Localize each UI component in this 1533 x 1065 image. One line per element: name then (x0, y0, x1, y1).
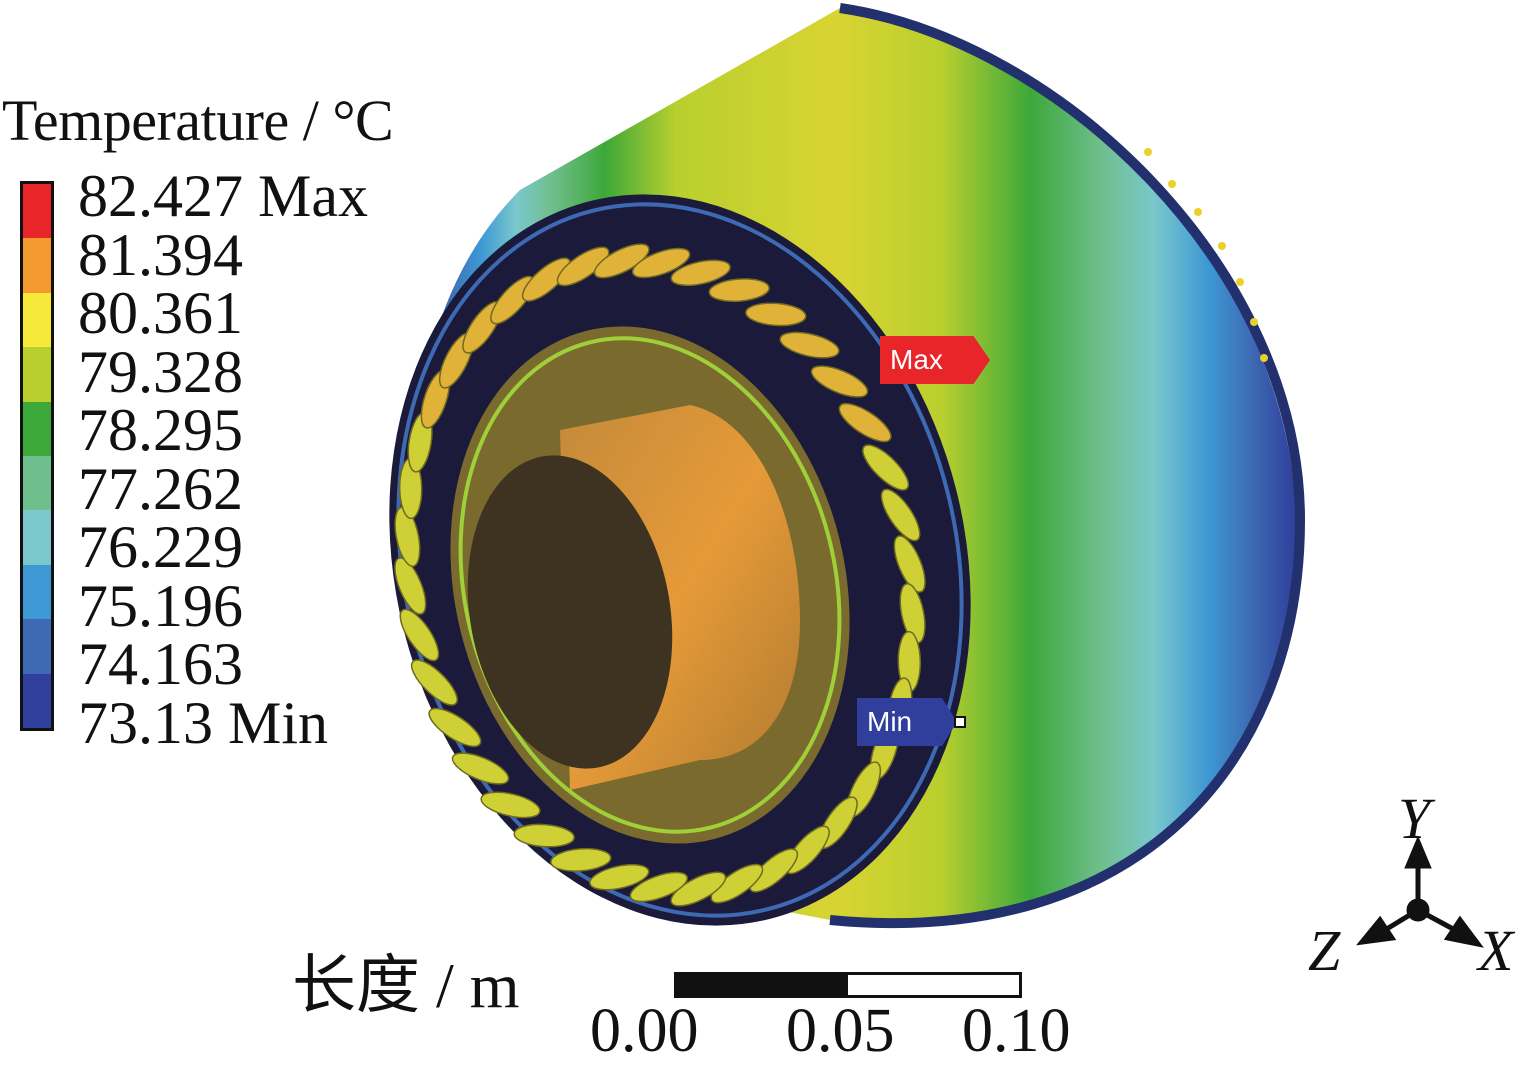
stator-tooth (513, 823, 575, 848)
scale-bar (674, 972, 1022, 998)
stator-tooth (394, 557, 427, 615)
legend-level-label: 81.394 (78, 221, 243, 288)
stator-tooth (593, 243, 650, 279)
stator-tooth (745, 302, 807, 327)
scale-bar-light-segment (848, 975, 1019, 995)
stator-tooth (399, 608, 440, 662)
legend-level-label: 73.13 Min (78, 689, 329, 756)
legend-level-label: 78.295 (78, 397, 243, 463)
stator-tooth (862, 444, 910, 491)
max-probe-label: Max (880, 336, 990, 384)
stator-tooth (710, 863, 764, 904)
legend-level-label: 77.262 (78, 455, 243, 522)
axis-label-z: Z (1308, 918, 1341, 983)
stator-tooth (550, 847, 612, 872)
stator-tooth (838, 402, 892, 443)
colorbar-segment (23, 456, 51, 511)
rotor-ring (458, 336, 842, 834)
scale-bar-dark-segment (677, 975, 848, 995)
stator-tooth (708, 278, 770, 303)
stator-tooth (749, 848, 799, 893)
stator-tooth (521, 257, 571, 302)
colorbar-segment (23, 510, 51, 565)
colorbar-segment (23, 619, 51, 674)
stator-tooth (631, 247, 691, 279)
stator-tooth (899, 583, 926, 644)
scale-tick-0: 0.00 (590, 997, 699, 1065)
legend-level-label: 82.427 Max (78, 163, 368, 229)
stator-tooth (810, 365, 869, 398)
stator-tooth (410, 659, 458, 706)
scale-label: 长度 / m (292, 950, 520, 1021)
axis-label-x: X (1478, 918, 1514, 983)
shaft (467, 405, 800, 790)
legend-level-label: 80.361 (78, 280, 243, 346)
colorbar-segment (23, 673, 51, 729)
min-probe-point (954, 716, 966, 728)
stator-tooth (779, 331, 840, 359)
min-probe-label: Min (857, 698, 957, 746)
temperature-colorbar (20, 181, 54, 731)
rim-bolts (1144, 148, 1268, 362)
axis-label-y: Y (1398, 786, 1431, 851)
stator-tooth (556, 246, 610, 287)
legend-level-label: 74.163 (78, 631, 243, 697)
colorbar-segment (23, 184, 51, 239)
colorbar-segment (23, 564, 51, 620)
stator-tooth (394, 506, 421, 567)
stator-tooth (589, 863, 650, 891)
legend-title: Temperature / °C (2, 88, 394, 153)
stator-teeth (394, 243, 926, 907)
legend-level-label: 76.229 (78, 514, 243, 580)
stator-tooth (880, 488, 921, 542)
stator-tooth (629, 871, 689, 903)
stator-tooth (670, 259, 731, 287)
stator-tooth (670, 871, 727, 907)
colorbar-segment (23, 347, 51, 402)
legend-level-label: 75.196 (78, 572, 243, 639)
stator-tooth (893, 535, 926, 593)
colorbar-segment (23, 292, 51, 348)
scale-tick-2: 0.10 (962, 997, 1071, 1065)
stator-tooth (428, 707, 482, 748)
stator-tooth (480, 791, 541, 819)
colorbar-segment (23, 401, 51, 457)
legend-level-label: 79.328 (78, 338, 243, 405)
colorbar-segment (23, 238, 51, 293)
stator-tooth (451, 752, 510, 785)
coordinate-triad (1356, 835, 1484, 948)
scale-tick-1: 0.05 (786, 997, 895, 1065)
